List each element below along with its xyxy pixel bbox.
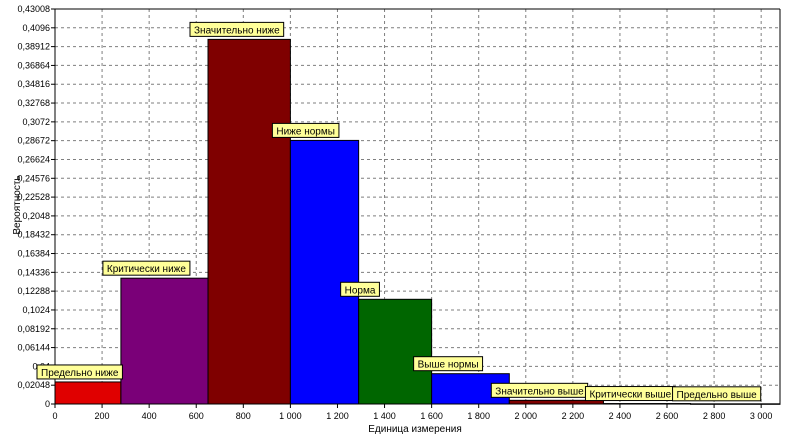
y-tick-label: 0,36864 bbox=[17, 60, 50, 70]
x-tick-label: 600 bbox=[189, 411, 204, 421]
bar-label-7: Значительно выше bbox=[490, 382, 589, 398]
y-tick-label: 0,06144 bbox=[17, 343, 50, 353]
x-tick-label: 2 200 bbox=[562, 411, 585, 421]
y-tick-label: 0,34816 bbox=[17, 79, 50, 89]
x-tick-label: 2 400 bbox=[609, 411, 632, 421]
bar-4 bbox=[289, 139, 360, 405]
y-tick-label: 0,2048 bbox=[22, 211, 50, 221]
bar-label-box bbox=[672, 386, 762, 402]
axes: 00,020480,040,061440,081920,10240,122880… bbox=[17, 4, 781, 421]
bar-label-box bbox=[189, 21, 285, 37]
x-axis-title: Единица измерения bbox=[368, 424, 462, 435]
bar-label-text: Ниже нормы bbox=[276, 126, 335, 137]
bar-label-box bbox=[102, 260, 191, 276]
y-tick-label: 0,08192 bbox=[17, 324, 50, 334]
y-tick-label: 0,28672 bbox=[17, 136, 50, 146]
y-tick-label: 0,18432 bbox=[17, 230, 50, 240]
bar-label-text: Критически выше bbox=[589, 390, 671, 401]
bar-label-2: Критически ниже bbox=[102, 260, 191, 276]
x-tick-label: 2 600 bbox=[656, 411, 679, 421]
y-tick-label: 0,24576 bbox=[17, 173, 50, 183]
bar-label-text: Предельно выше bbox=[677, 390, 758, 401]
y-tick-label: 0,1024 bbox=[22, 305, 50, 315]
y-tick-label: 0,14336 bbox=[17, 267, 50, 277]
x-tick-label: 1 200 bbox=[326, 411, 349, 421]
bar-label-text: Выше нормы bbox=[418, 360, 479, 371]
x-tick-label: 2 000 bbox=[515, 411, 538, 421]
bar-label-8: Критически выше bbox=[584, 386, 676, 402]
x-tick-label: 3 000 bbox=[750, 411, 773, 421]
x-tick-label: 1 600 bbox=[420, 411, 443, 421]
y-tick-label: 0,12288 bbox=[17, 286, 50, 296]
y-tick-label: 0,22528 bbox=[17, 192, 50, 202]
y-tick-label: 0,43008 bbox=[17, 4, 50, 14]
bar-label-4: Ниже нормы bbox=[271, 122, 340, 138]
y-tick-label: 0,02048 bbox=[17, 380, 50, 390]
y-tick-label: 0,26624 bbox=[17, 154, 50, 164]
bar-label-5: Норма bbox=[340, 281, 380, 297]
bar-label-6: Выше нормы bbox=[413, 356, 484, 372]
bar-label-9: Предельно выше bbox=[672, 386, 762, 402]
bar-label-text: Критически ниже bbox=[107, 264, 186, 275]
bar-1 bbox=[54, 381, 122, 405]
x-tick-label: 1 000 bbox=[279, 411, 302, 421]
x-tick-label: 800 bbox=[236, 411, 251, 421]
bar-label-text: Норма bbox=[345, 285, 376, 296]
bar-2 bbox=[120, 277, 209, 405]
x-tick-label: 400 bbox=[142, 411, 157, 421]
x-tick-label: 200 bbox=[95, 411, 110, 421]
y-tick-label: 0,3072 bbox=[22, 117, 50, 127]
bar-label-text: Значительно ниже bbox=[194, 25, 280, 36]
bar-5 bbox=[358, 298, 433, 405]
bar-label-text: Предельно ниже bbox=[41, 368, 119, 379]
bar-labels: Предельно ниже Критически ниже Значительно… bbox=[36, 21, 762, 402]
y-axis-title: Вероятность bbox=[12, 175, 23, 234]
y-tick-label: 0 bbox=[45, 399, 50, 409]
y-tick-label: 0,4096 bbox=[22, 23, 50, 33]
y-tick-label: 0,16384 bbox=[17, 249, 50, 259]
x-tick-label: 1 800 bbox=[467, 411, 490, 421]
bar-3 bbox=[207, 38, 291, 405]
bars bbox=[54, 38, 781, 405]
x-tick-label: 1 400 bbox=[373, 411, 396, 421]
x-tick-label: 2 800 bbox=[703, 411, 726, 421]
bar-label-box bbox=[413, 356, 484, 372]
bar-label-box bbox=[340, 281, 380, 297]
bar-label-3: Значительно ниже bbox=[189, 21, 285, 37]
bar-label-text: Значительно выше bbox=[495, 386, 584, 397]
y-tick-label: 0,32768 bbox=[17, 98, 50, 108]
x-tick-label: 0 bbox=[52, 411, 57, 421]
bar-label-box bbox=[36, 364, 123, 380]
y-tick-label: 0,38912 bbox=[17, 42, 50, 52]
bar-label-1: Предельно ниже bbox=[36, 364, 123, 380]
bar-label-box bbox=[271, 122, 340, 138]
